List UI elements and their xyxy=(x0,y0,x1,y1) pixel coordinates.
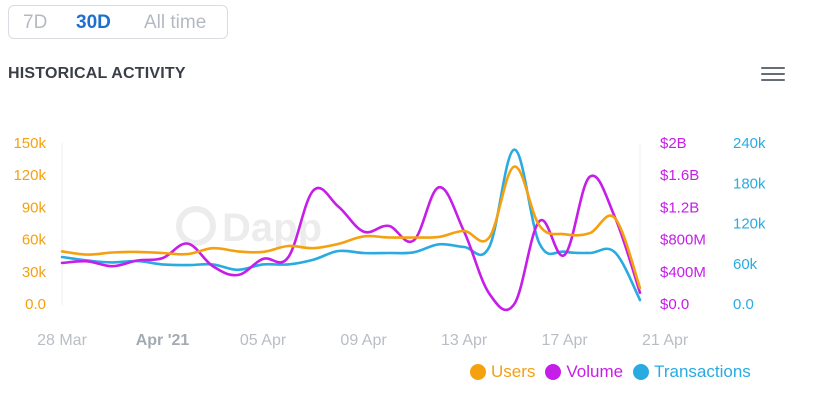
x-tick-label: 21 Apr xyxy=(642,332,689,349)
chart-legend: Users Volume Transactions xyxy=(470,362,761,382)
y-tick-transactions: 120k xyxy=(733,216,766,233)
y-tick-users: 60k xyxy=(22,232,47,249)
watermark-logo: Dapp xyxy=(176,206,322,250)
series-line-transactions xyxy=(60,148,642,302)
y-tick-transactions: 180k xyxy=(733,175,766,192)
legend-dot-users xyxy=(470,364,486,380)
x-tick-label: 09 Apr xyxy=(340,332,387,349)
legend-dot-transactions xyxy=(633,364,650,380)
tab-30d[interactable]: 30D xyxy=(76,12,111,33)
x-tick-label: 05 Apr xyxy=(240,332,287,349)
y-tick-volume: $1.6B xyxy=(660,167,699,184)
y-tick-volume: $2B xyxy=(660,135,687,152)
y-tick-users: 90k xyxy=(22,199,47,216)
legend-item-volume[interactable]: Volume xyxy=(545,362,623,382)
y-tick-volume: $1.2B xyxy=(660,199,699,216)
svg-text:Dapp: Dapp xyxy=(222,206,322,250)
y-tick-transactions: 240k xyxy=(733,135,766,152)
legend-item-users[interactable]: Users xyxy=(470,362,535,382)
hamburger-menu-icon[interactable] xyxy=(761,66,785,82)
x-tick-label: 28 Mar xyxy=(37,332,87,349)
x-tick-label: Apr '21 xyxy=(136,332,190,349)
legend-label-volume: Volume xyxy=(566,362,624,381)
y-tick-users: 30k xyxy=(22,264,47,281)
y-tick-volume: $800M xyxy=(660,232,706,249)
x-tick-label: 13 Apr xyxy=(441,332,488,349)
legend-item-transactions[interactable]: Transactions xyxy=(633,362,751,382)
y-tick-transactions: 0.0 xyxy=(733,296,754,313)
y-tick-users: 0.0 xyxy=(25,296,46,313)
legend-dot-volume xyxy=(545,364,562,380)
section-title: HISTORICAL ACTIVITY xyxy=(8,65,186,82)
series-line-volume xyxy=(60,174,642,312)
legend-label-transactions: Transactions xyxy=(654,362,751,381)
x-tick-label: 17 Apr xyxy=(541,332,588,349)
y-tick-users: 120k xyxy=(13,167,46,184)
time-range-selector: 7D 30D All time xyxy=(8,5,228,39)
tab-7d[interactable]: 7D xyxy=(23,12,48,33)
y-tick-volume: $0.0 xyxy=(660,296,689,313)
y-tick-users: 150k xyxy=(13,135,46,152)
legend-label-users: Users xyxy=(491,362,536,381)
tab-all-time[interactable]: All time xyxy=(144,12,207,33)
series-line-users xyxy=(60,165,642,290)
y-tick-volume: $400M xyxy=(660,264,706,281)
y-tick-transactions: 60k xyxy=(733,256,758,273)
